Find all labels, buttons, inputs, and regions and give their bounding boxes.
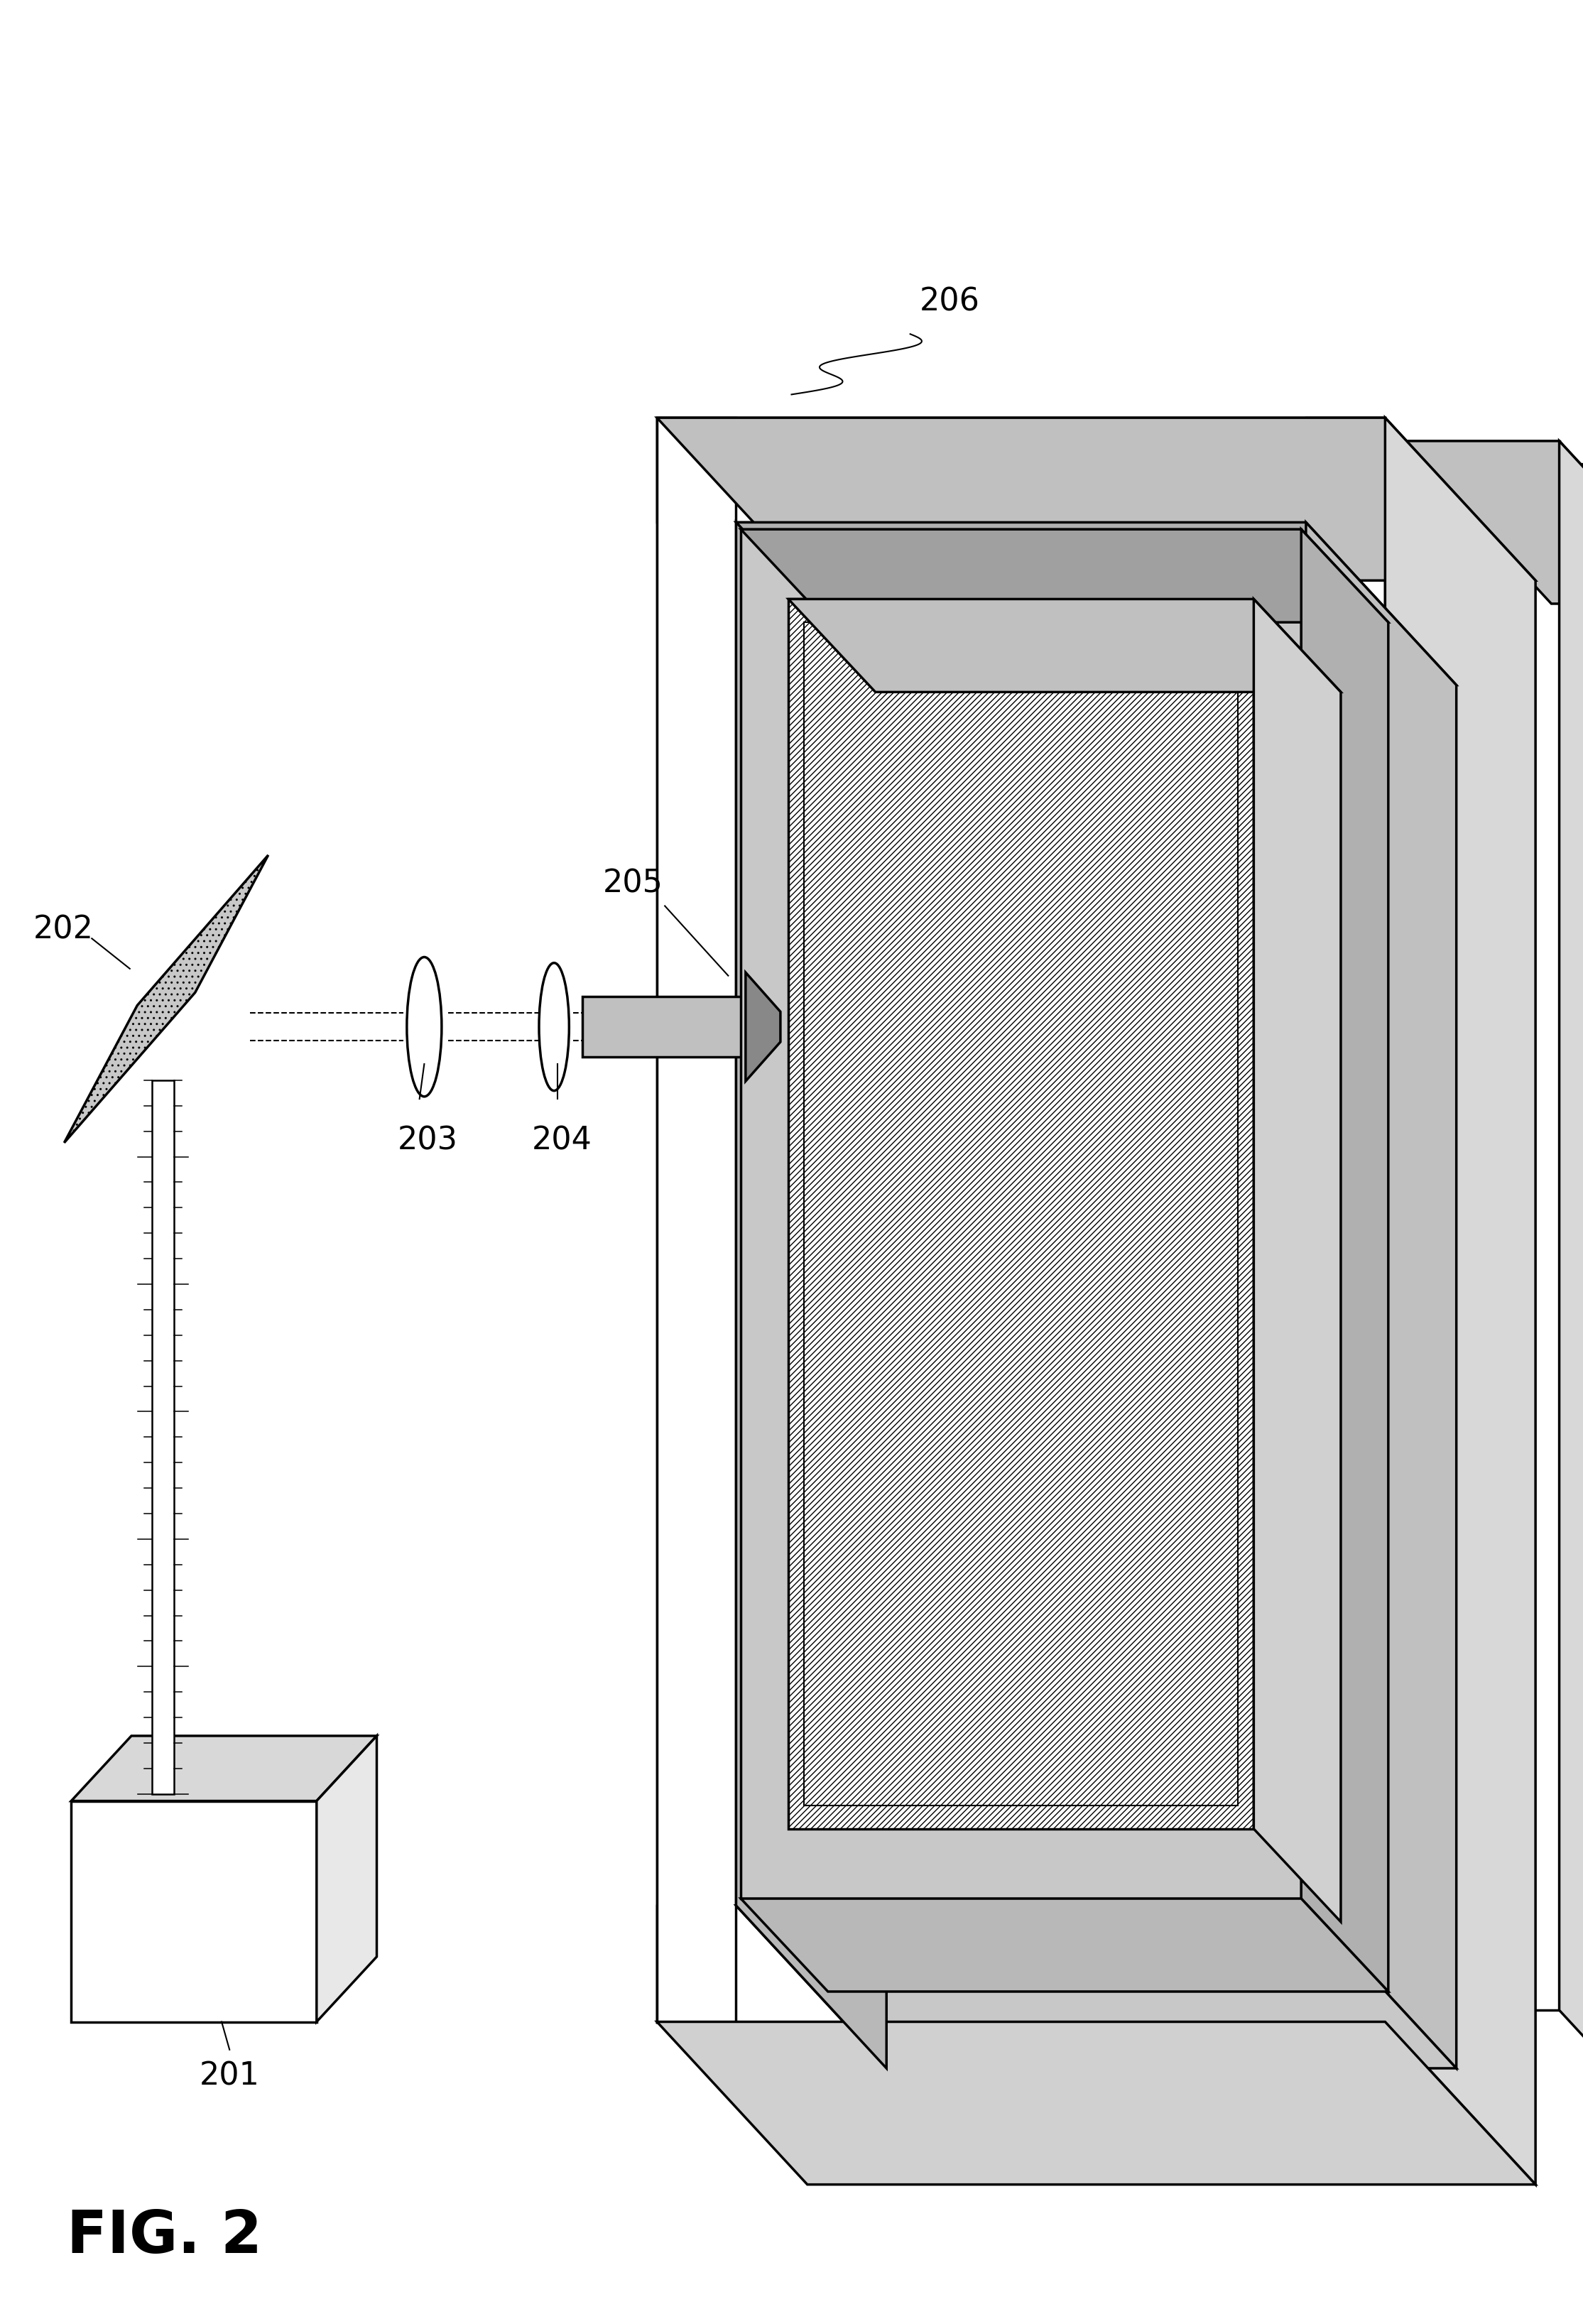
Polygon shape (741, 1899, 1388, 1992)
Polygon shape (1385, 418, 1536, 2185)
Polygon shape (741, 530, 1388, 623)
Polygon shape (71, 1801, 317, 2022)
Polygon shape (788, 600, 1254, 1829)
Polygon shape (657, 418, 1536, 581)
Polygon shape (71, 1736, 377, 1801)
Text: 205: 205 (603, 867, 663, 899)
Text: 204: 204 (532, 1125, 592, 1155)
Polygon shape (317, 1736, 377, 2022)
Text: 201: 201 (199, 2059, 260, 2092)
Polygon shape (1401, 442, 1583, 604)
Polygon shape (1567, 465, 1583, 1999)
Polygon shape (1567, 465, 1583, 627)
Ellipse shape (538, 964, 568, 1092)
Polygon shape (804, 623, 1238, 1806)
Text: 206: 206 (920, 286, 980, 318)
Polygon shape (152, 1081, 174, 1794)
Polygon shape (1306, 418, 1385, 2022)
Polygon shape (741, 530, 1301, 1899)
Polygon shape (736, 1906, 1456, 2068)
Polygon shape (736, 523, 1456, 686)
Text: 203: 203 (397, 1125, 457, 1155)
Polygon shape (1254, 600, 1341, 1922)
Text: 202: 202 (33, 913, 93, 946)
Polygon shape (1401, 442, 1559, 2010)
Polygon shape (1559, 442, 1583, 2173)
Ellipse shape (407, 957, 442, 1097)
Polygon shape (657, 418, 1385, 523)
Polygon shape (657, 1906, 1385, 2022)
Text: FIG. 2: FIG. 2 (66, 2208, 261, 2264)
Polygon shape (657, 418, 736, 2022)
Polygon shape (1306, 523, 1456, 2068)
Polygon shape (657, 2022, 1536, 2185)
Polygon shape (583, 997, 752, 1057)
Polygon shape (657, 418, 1385, 2022)
Polygon shape (1301, 530, 1388, 1992)
Polygon shape (736, 523, 1306, 1906)
Polygon shape (736, 523, 886, 2068)
Polygon shape (788, 600, 1341, 693)
Polygon shape (746, 974, 780, 1081)
Polygon shape (65, 855, 268, 1143)
